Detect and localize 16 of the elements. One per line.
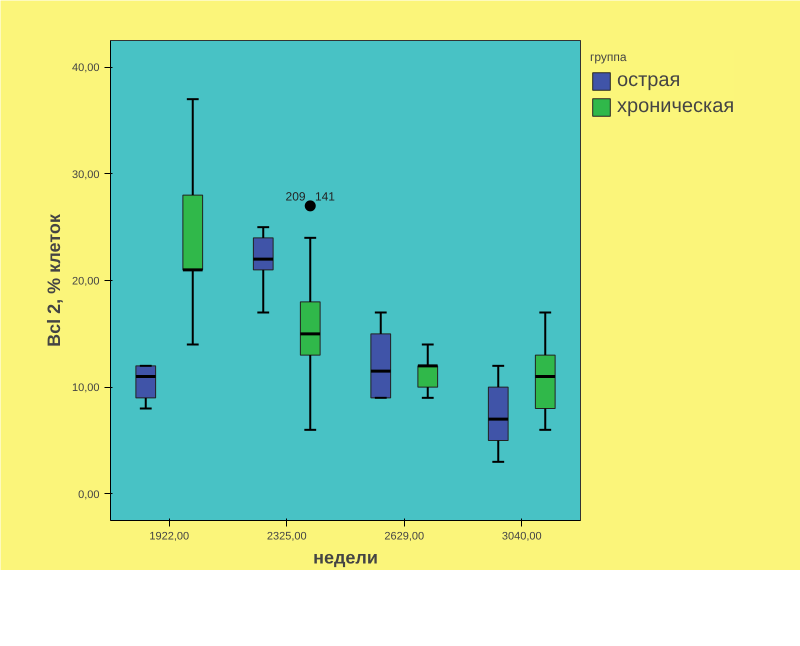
x-tick-label: 2325,00: [266, 530, 307, 542]
annotation: 209: [286, 190, 306, 204]
legend-title: группа: [590, 50, 628, 64]
y-axis-title: Bcl 2, % клеток: [44, 213, 64, 347]
y-tick-label: 20,00: [72, 276, 100, 288]
x-tick-label: 1922,00: [149, 530, 190, 542]
x-tick-label: 2629,00: [384, 530, 424, 542]
x-tick-label: 3040,00: [502, 530, 542, 542]
y-tick-label: 10,00: [72, 382, 100, 394]
x-axis-title: недели: [313, 548, 378, 568]
legend-label: хроническая: [617, 95, 734, 118]
annotation: 141: [314, 190, 336, 204]
y-tick-label: 30,00: [72, 168, 100, 181]
y-tick-label: 40,00: [72, 62, 100, 74]
legend-label: острая: [617, 69, 680, 92]
y-tick-label: 0,00: [78, 488, 100, 501]
